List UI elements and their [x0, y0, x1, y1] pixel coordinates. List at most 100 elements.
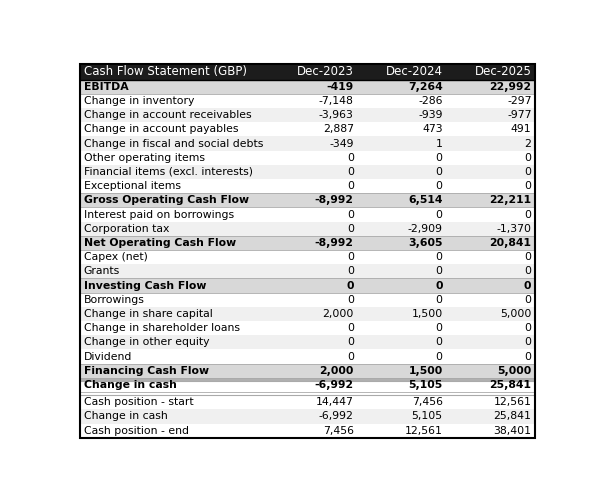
- Text: 0: 0: [436, 295, 443, 305]
- Bar: [80, 94, 535, 108]
- Text: Gross Operating Cash Flow: Gross Operating Cash Flow: [83, 195, 248, 205]
- Text: 0: 0: [347, 224, 354, 234]
- Text: -349: -349: [329, 139, 354, 149]
- Text: 0: 0: [524, 210, 532, 220]
- Text: Change in other equity: Change in other equity: [83, 337, 209, 347]
- Text: 22,992: 22,992: [490, 82, 532, 92]
- Text: -8,992: -8,992: [315, 238, 354, 248]
- Bar: [80, 395, 535, 410]
- Text: EBITDA: EBITDA: [83, 82, 128, 92]
- Text: 0: 0: [435, 280, 443, 291]
- Text: -7,148: -7,148: [319, 96, 354, 106]
- Bar: [80, 165, 535, 179]
- Text: 2,000: 2,000: [319, 366, 354, 376]
- Text: Cash position - end: Cash position - end: [83, 425, 188, 435]
- Text: 14,447: 14,447: [316, 397, 354, 407]
- Text: 5,105: 5,105: [412, 412, 443, 421]
- Text: 0: 0: [524, 153, 532, 163]
- Text: 7,264: 7,264: [408, 82, 443, 92]
- Text: 0: 0: [436, 266, 443, 276]
- Text: 0: 0: [436, 153, 443, 163]
- Text: 0: 0: [346, 280, 354, 291]
- Bar: [80, 307, 535, 321]
- Text: -8,992: -8,992: [315, 195, 354, 205]
- Text: 1: 1: [436, 139, 443, 149]
- Bar: [80, 278, 535, 293]
- Text: 0: 0: [436, 210, 443, 220]
- Text: 0: 0: [524, 280, 532, 291]
- Text: 0: 0: [347, 337, 354, 347]
- Text: Dec-2023: Dec-2023: [297, 66, 354, 79]
- Text: 0: 0: [436, 337, 443, 347]
- Bar: [80, 378, 535, 392]
- Text: Cash Flow Statement (GBP): Cash Flow Statement (GBP): [83, 66, 247, 79]
- Text: 0: 0: [436, 167, 443, 177]
- Text: 0: 0: [436, 351, 443, 361]
- Bar: [80, 222, 535, 236]
- Text: Grants: Grants: [83, 266, 120, 276]
- Text: Corporation tax: Corporation tax: [83, 224, 169, 234]
- Text: Interest paid on borrowings: Interest paid on borrowings: [83, 210, 233, 220]
- Bar: [80, 293, 535, 307]
- Text: Cash position - start: Cash position - start: [83, 397, 193, 407]
- Text: Exceptional items: Exceptional items: [83, 181, 181, 191]
- Bar: [80, 250, 535, 264]
- Text: Financing Cash Flow: Financing Cash Flow: [83, 366, 209, 376]
- Text: -1,370: -1,370: [496, 224, 532, 234]
- Text: Capex (net): Capex (net): [83, 252, 148, 262]
- Text: 0: 0: [436, 323, 443, 333]
- Bar: [80, 64, 535, 80]
- Text: -977: -977: [507, 110, 532, 120]
- Text: 0: 0: [347, 153, 354, 163]
- Text: Dividend: Dividend: [83, 351, 132, 361]
- Text: 2: 2: [524, 139, 532, 149]
- Text: 7,456: 7,456: [412, 397, 443, 407]
- Text: 0: 0: [524, 351, 532, 361]
- Text: Change in inventory: Change in inventory: [83, 96, 194, 106]
- Text: Financial items (excl. interests): Financial items (excl. interests): [83, 167, 253, 177]
- Text: 1,500: 1,500: [409, 366, 443, 376]
- Text: Change in account payables: Change in account payables: [83, 124, 238, 134]
- Text: 491: 491: [511, 124, 532, 134]
- Text: -286: -286: [418, 96, 443, 106]
- Text: Investing Cash Flow: Investing Cash Flow: [83, 280, 206, 291]
- Text: 0: 0: [347, 266, 354, 276]
- Bar: [80, 321, 535, 335]
- Text: 0: 0: [524, 181, 532, 191]
- Text: Change in fiscal and social debts: Change in fiscal and social debts: [83, 139, 263, 149]
- Text: 5,000: 5,000: [500, 309, 532, 319]
- Text: Change in account receivables: Change in account receivables: [83, 110, 251, 120]
- Bar: [80, 179, 535, 193]
- Bar: [80, 207, 535, 222]
- Bar: [80, 423, 535, 438]
- Bar: [80, 264, 535, 278]
- Text: 0: 0: [347, 167, 354, 177]
- Text: 0: 0: [347, 210, 354, 220]
- Text: -297: -297: [507, 96, 532, 106]
- Text: Other operating items: Other operating items: [83, 153, 205, 163]
- Text: -2,909: -2,909: [407, 224, 443, 234]
- Text: 2,887: 2,887: [323, 124, 354, 134]
- Text: 0: 0: [347, 252, 354, 262]
- Text: 20,841: 20,841: [490, 238, 532, 248]
- Bar: [80, 410, 535, 423]
- Text: -419: -419: [326, 82, 354, 92]
- Text: Change in cash: Change in cash: [83, 380, 176, 390]
- Bar: [80, 193, 535, 207]
- Bar: [80, 364, 535, 378]
- Text: 12,561: 12,561: [494, 397, 532, 407]
- Text: Change in cash: Change in cash: [83, 412, 167, 421]
- Text: Net Operating Cash Flow: Net Operating Cash Flow: [83, 238, 236, 248]
- Bar: [80, 137, 535, 151]
- Bar: [80, 122, 535, 137]
- Text: 2,000: 2,000: [322, 309, 354, 319]
- Text: Borrowings: Borrowings: [83, 295, 145, 305]
- Text: 0: 0: [524, 266, 532, 276]
- Text: 5,000: 5,000: [497, 366, 532, 376]
- Bar: [80, 80, 535, 94]
- Text: -6,992: -6,992: [314, 380, 354, 390]
- Bar: [80, 108, 535, 122]
- Text: 6,514: 6,514: [408, 195, 443, 205]
- Bar: [80, 151, 535, 165]
- Text: 0: 0: [524, 167, 532, 177]
